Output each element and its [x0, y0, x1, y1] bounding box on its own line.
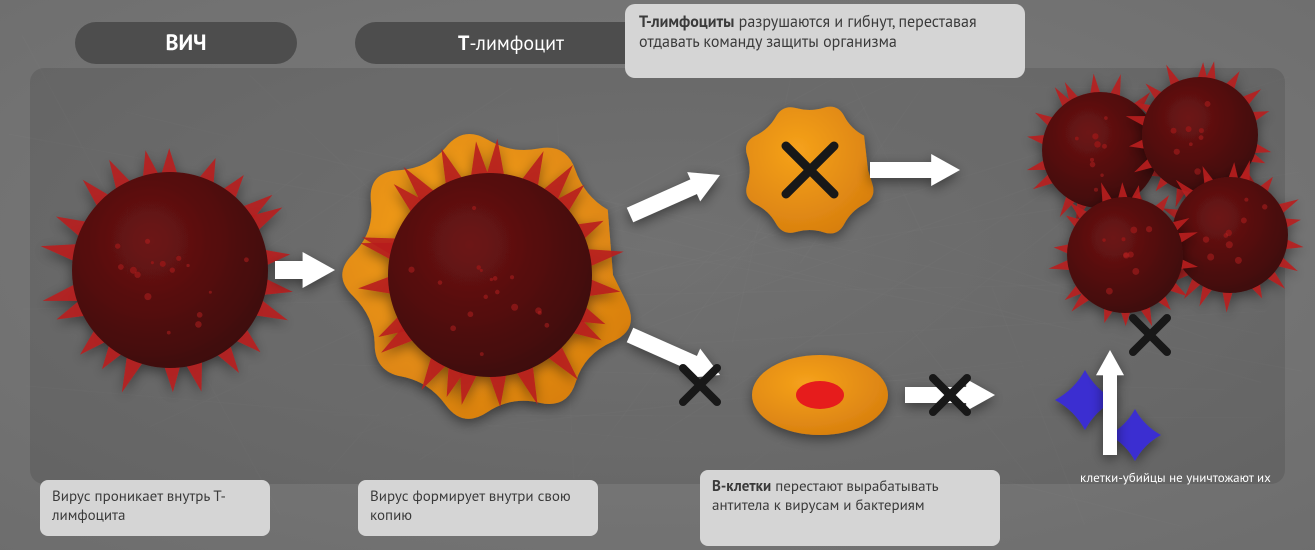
label-tcell-rest: -лимфоцит	[469, 30, 564, 56]
caption-bcells-bold: В-клетки	[712, 477, 771, 496]
label-tcell-bold: Т	[458, 30, 469, 56]
label-tcell: Т-лимфоцит	[355, 22, 667, 64]
b-cell	[752, 355, 888, 435]
caption-bcells: В-клетки перестают вырабатывать антитела…	[700, 470, 1000, 546]
caption-virus-copies: Вирус формирует внутри свою копию	[358, 480, 598, 536]
label-hiv: ВИЧ	[75, 22, 297, 64]
caption-tcell-dying: Т-лимфоциты разрушаются и гибнут, перест…	[625, 4, 1025, 78]
caption-killer-cells: клетки-убийцы не уничтожают их	[1080, 470, 1280, 486]
caption-virus-enters: Вирус проникает внутрь Т-лимфоцита	[40, 480, 270, 536]
label-hiv-text: ВИЧ	[166, 29, 207, 57]
diagram-canvas	[0, 0, 1315, 550]
caption-tcell-dying-bold: Т-лимфоциты	[639, 12, 734, 32]
